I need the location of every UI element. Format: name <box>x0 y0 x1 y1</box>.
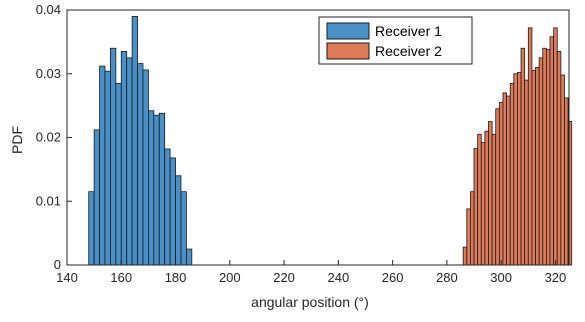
legend: Receiver 1 Receiver 2 <box>318 16 473 65</box>
bar-series-2-bin-24 <box>549 36 555 266</box>
bar-series-1-bin-14 <box>164 148 171 266</box>
x-tick-label: 280 <box>436 270 458 285</box>
bar-series-2-bin-11 <box>502 92 507 266</box>
bar-series-1-bin-6 <box>120 51 128 266</box>
bar-series-2-bin-4 <box>477 133 482 266</box>
y-tick-label: 0.02 <box>36 130 61 145</box>
bar-series-2-bin-17 <box>524 79 529 266</box>
x-tick-label: 180 <box>165 270 187 285</box>
bar-series-2-bin-5 <box>480 142 486 266</box>
x-tick-label: 300 <box>490 270 512 285</box>
x-tick-label: 220 <box>273 270 295 285</box>
bar-series-1-bin-13 <box>158 112 166 266</box>
bar-series-1-bin-17 <box>180 191 187 266</box>
bar-series-2-bin-22 <box>542 47 547 266</box>
bar-series-1-bin-3 <box>104 70 111 266</box>
bars-layer <box>88 15 573 266</box>
bar-series-2-bin-27 <box>560 74 565 266</box>
bar-series-2-bin-8 <box>491 133 497 266</box>
bar-series-2-bin-7 <box>488 121 493 266</box>
bar-series-2-bin-15 <box>517 72 522 266</box>
y-tick-label: 0.01 <box>36 193 61 208</box>
bar-series-2-bin-21 <box>538 57 544 266</box>
bar-series-2-bin-3 <box>473 147 479 266</box>
bar-series-1-bin-10 <box>142 69 149 266</box>
bar-series-2-bin-13 <box>509 82 515 266</box>
bar-series-2-bin-0 <box>462 246 468 266</box>
bar-series-2-bin-18 <box>527 27 533 266</box>
y-tick-label: 0.04 <box>36 2 61 17</box>
bar-series-1-bin-1 <box>93 129 100 266</box>
legend-swatch-receiver-2 <box>326 42 370 60</box>
bar-series-2-bin-25 <box>553 27 558 266</box>
bar-series-1-bin-15 <box>169 157 176 266</box>
bar-series-2-bin-14 <box>513 73 518 266</box>
ticks-layer: 140 160 180 200 220 240 260 280 300 320 0 0.01 0.02 0… <box>36 2 567 285</box>
x-tick-label: 320 <box>545 270 567 285</box>
bar-series-2-bin-28 <box>564 97 569 266</box>
x-tick-label: 140 <box>56 270 78 285</box>
bar-series-1-bin-7 <box>126 57 133 266</box>
bar-series-1-bin-0 <box>88 191 95 266</box>
bar-series-2-bin-6 <box>484 130 489 266</box>
bar-series-1-bin-11 <box>148 110 155 266</box>
legend-label-receiver-2: Receiver 2 <box>375 43 442 59</box>
bar-series-2-bin-19 <box>531 70 536 266</box>
bar-series-2-bin-16 <box>520 47 526 266</box>
x-tick-label: 160 <box>110 270 132 285</box>
bar-series-2-bin-26 <box>556 51 562 266</box>
x-tick-label: 200 <box>219 270 241 285</box>
bar-series-1-bin-16 <box>175 175 182 266</box>
x-tick-label: 260 <box>382 270 404 285</box>
bar-series-2-bin-1 <box>466 208 471 266</box>
bar-series-1-bin-9 <box>137 63 144 266</box>
bar-series-2-bin-23 <box>545 49 551 266</box>
legend-swatch-receiver-1 <box>326 22 370 40</box>
y-tick-label: 0.03 <box>36 66 61 81</box>
bar-series-1-bin-2 <box>99 65 106 266</box>
bar-series-2-bin-10 <box>498 102 504 266</box>
legend-label-receiver-1: Receiver 1 <box>375 23 442 39</box>
bar-series-1-bin-5 <box>115 82 122 266</box>
y-axis-label: PDF <box>9 126 25 154</box>
bar-series-2-bin-9 <box>495 108 500 266</box>
bar-series-2-bin-29 <box>567 121 573 266</box>
x-axis-label: angular position (°) <box>251 294 369 310</box>
bar-series-2-bin-20 <box>535 66 540 266</box>
bar-series-1-bin-8 <box>131 15 138 266</box>
y-tick-label: 0 <box>54 257 61 272</box>
bar-series-1-bin-12 <box>153 114 160 266</box>
bar-series-1-bin-4 <box>110 47 117 266</box>
bar-series-2-bin-2 <box>470 191 475 266</box>
bar-series-2-bin-12 <box>506 95 511 266</box>
bar-series-1-bin-18 <box>185 248 193 266</box>
x-tick-label: 240 <box>327 270 349 285</box>
